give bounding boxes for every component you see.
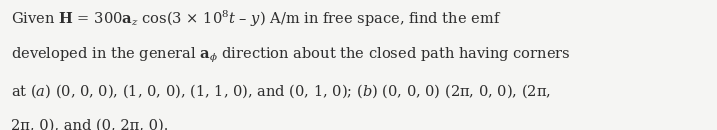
Text: Given $\mathbf{H}$ = 300$\mathbf{a}$$_z$ cos(3 × 10$^8$$t$ – $y$) A/m in free sp: Given $\mathbf{H}$ = 300$\mathbf{a}$$_z$…: [11, 9, 501, 29]
Text: at ($a$) (0, 0, 0), (1, 0, 0), (1, 1, 0), and (0, 1, 0); ($b$) (0, 0, 0) (2π, 0,: at ($a$) (0, 0, 0), (1, 0, 0), (1, 1, 0)…: [11, 82, 551, 100]
Text: developed in the general $\mathbf{a}$$_\phi$ direction about the closed path hav: developed in the general $\mathbf{a}$$_\…: [11, 46, 570, 65]
Text: 2π, 0), and (0, 2π, 0).: 2π, 0), and (0, 2π, 0).: [11, 118, 168, 130]
